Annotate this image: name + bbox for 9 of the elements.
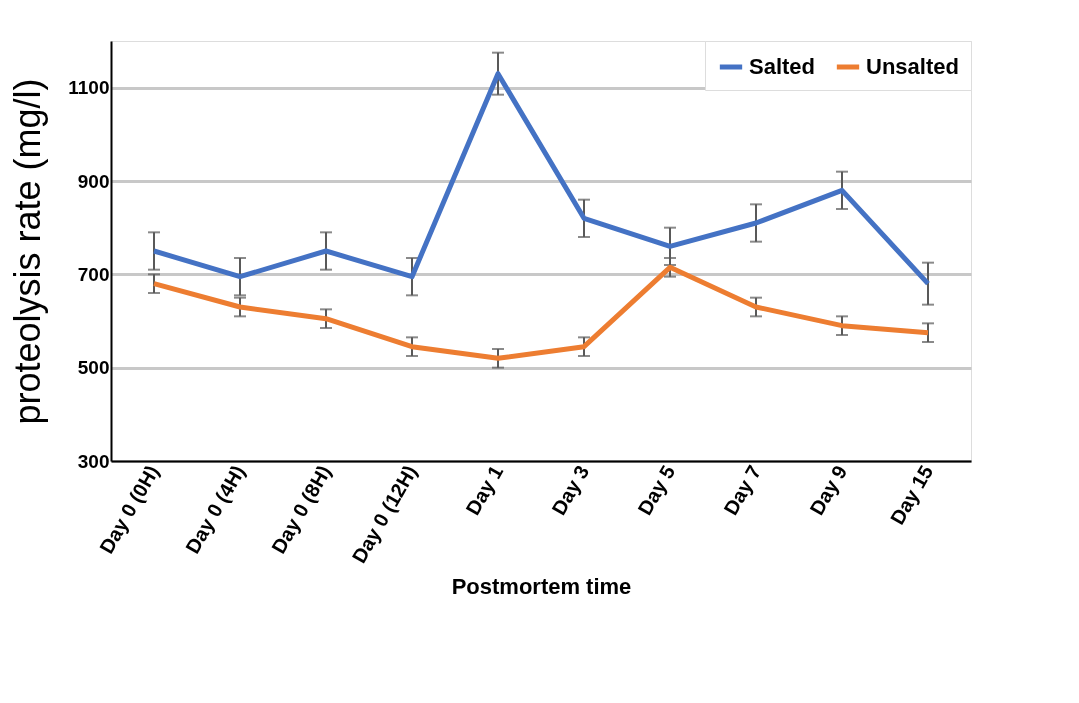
legend-label: Unsalted bbox=[866, 54, 959, 79]
y-tick-label: 300 bbox=[77, 450, 110, 472]
y-axis-title: proteolysis rate (mg/l) bbox=[7, 78, 49, 425]
y-tick-label: 900 bbox=[77, 170, 110, 192]
y-tick-label: 500 bbox=[77, 357, 110, 379]
y-tick-label: 700 bbox=[77, 263, 110, 285]
legend-label: Salted bbox=[749, 54, 816, 79]
x-axis-title: Postmortem time bbox=[451, 573, 632, 599]
y-tick-label: 1100 bbox=[68, 77, 110, 99]
